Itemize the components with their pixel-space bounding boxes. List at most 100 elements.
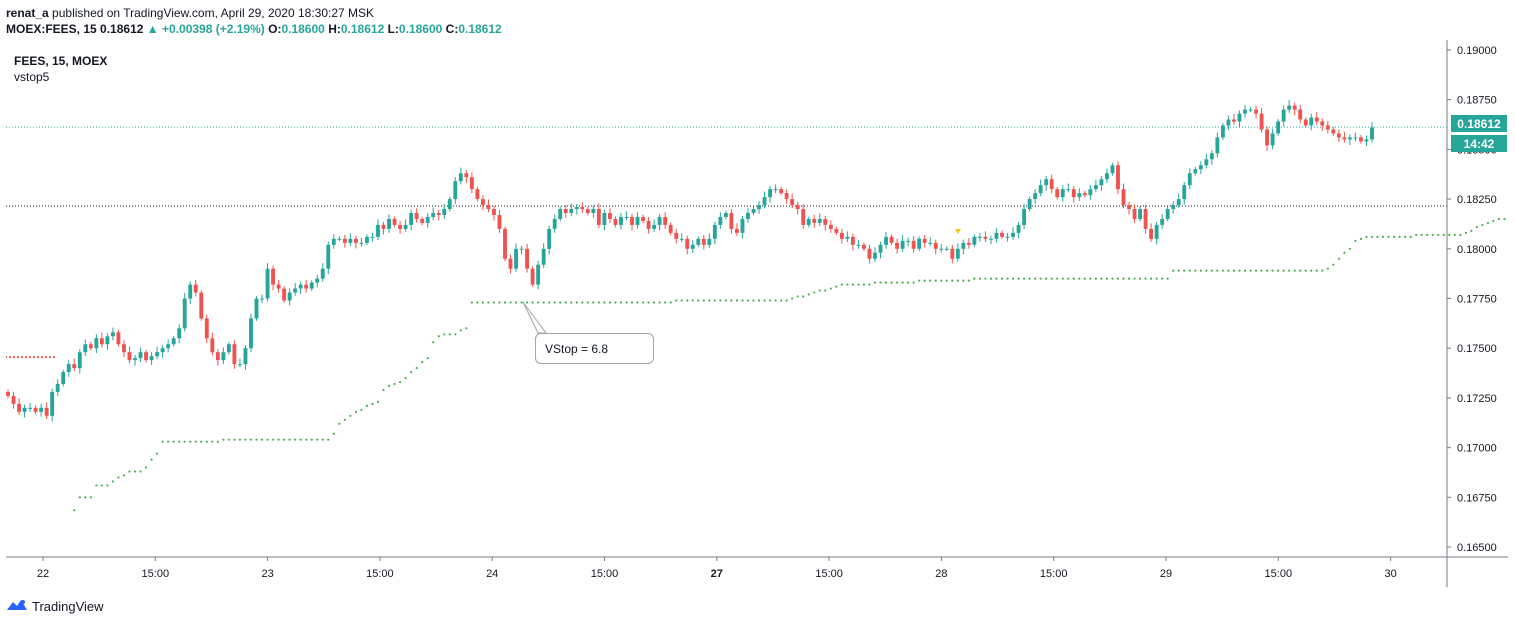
vstop-dot-up: [448, 333, 451, 336]
vstop-dot-up: [724, 299, 727, 302]
candle-body: [116, 332, 121, 345]
indicator-legend[interactable]: vstop5: [14, 70, 50, 84]
vstop-dot-down: [16, 356, 20, 359]
vstop-dot-up: [299, 438, 302, 441]
low-value: 0.18600: [398, 22, 443, 36]
vstop-dot-up: [244, 438, 247, 441]
candle-body: [1071, 189, 1076, 198]
candle-body: [977, 236, 982, 238]
candle-body: [928, 242, 933, 244]
vstop-dot-down: [36, 356, 40, 359]
vstop-dot-up: [608, 301, 612, 304]
candle-body: [1143, 209, 1148, 229]
vstop-dot-up: [310, 438, 313, 441]
candle-body: [878, 244, 883, 253]
close-label: C:: [445, 22, 459, 36]
candle-body: [458, 173, 463, 182]
candle-body: [845, 236, 850, 239]
open-label: O:: [268, 22, 282, 36]
vstop-dot-up: [106, 484, 109, 487]
candle-body: [1303, 119, 1308, 126]
candle-body: [1342, 137, 1347, 140]
vstop-dot-up: [1404, 235, 1407, 238]
vstop-dot-up: [730, 299, 733, 302]
vstop-dot-up: [1116, 277, 1120, 280]
vstop-dot-up: [542, 301, 545, 304]
vstop-dot-up: [1161, 277, 1164, 280]
vstop-dot-up: [741, 299, 744, 302]
candle-body: [707, 238, 712, 245]
candle-body: [983, 236, 988, 239]
vstop-dot-up: [1050, 277, 1053, 280]
candle-body: [873, 252, 877, 259]
candle-body: [469, 177, 474, 190]
candle-body: [55, 384, 60, 392]
candle-body: [326, 244, 331, 269]
vstop-dot-up: [586, 301, 589, 304]
vstop-dot-down: [52, 356, 56, 359]
candle-body: [342, 238, 347, 243]
vstop-dot-up: [1310, 269, 1313, 272]
candle-body: [1011, 232, 1015, 237]
vstop-dot-up: [636, 301, 639, 304]
candle-body: [757, 205, 761, 210]
vstop-dot-up: [873, 281, 877, 284]
vstop-dot-up: [1398, 235, 1401, 238]
vstop-dot-up: [426, 357, 429, 360]
signal-marker: [955, 229, 961, 234]
candle-body: [668, 224, 673, 233]
candle-body: [718, 216, 723, 225]
candle-body: [414, 212, 419, 219]
candle-body: [779, 189, 784, 194]
vstop-dot-up: [1409, 235, 1412, 238]
vstop-dot-up: [1061, 277, 1064, 280]
vstop-dot-up: [575, 301, 578, 304]
candle-body: [1187, 173, 1192, 186]
vstop-dot-up: [294, 438, 297, 441]
triangle-up-icon: ▲: [146, 22, 159, 36]
candle-body: [226, 344, 231, 353]
candle-body: [850, 236, 855, 245]
candle-body: [155, 352, 160, 357]
candle-body: [204, 318, 209, 339]
vstop-dot-up: [907, 281, 910, 284]
vstop-dot-up: [343, 418, 346, 421]
candle-body: [66, 364, 71, 373]
candle-body: [453, 181, 458, 200]
x-tick-label: 15:00: [366, 568, 394, 580]
last-price: 0.18612: [100, 22, 144, 36]
vstop-dot-up: [680, 299, 683, 302]
candle-body: [1154, 224, 1159, 239]
vstop-dot-up: [735, 299, 739, 302]
vstop-dot-up: [962, 279, 965, 282]
vstop-dot-down: [40, 356, 44, 359]
candle-body: [403, 224, 408, 229]
candle-body: [663, 216, 668, 225]
candle-body: [503, 228, 507, 259]
vstop-dot-up: [1227, 269, 1230, 272]
vstop-dot-up: [1243, 269, 1247, 272]
candle-body: [762, 197, 767, 206]
vstop-dot-up: [559, 301, 562, 304]
candle-body: [674, 232, 679, 239]
vstop-dot-up: [862, 283, 866, 286]
vstop-dot-up: [1138, 277, 1142, 280]
footer[interactable]: TradingView: [6, 596, 104, 616]
candle-body: [569, 209, 574, 213]
candle-body: [144, 352, 148, 361]
candle-body: [11, 395, 16, 404]
vstop-dot-up: [912, 281, 915, 284]
author[interactable]: renat_a: [6, 6, 49, 20]
vstop-dot-up: [1315, 269, 1318, 272]
price-chart[interactable]: 0.190000.187500.185000.182500.180000.177…: [6, 40, 1508, 587]
candle-body: [955, 248, 960, 259]
candle-body: [1359, 137, 1363, 142]
vstop-callout[interactable]: VStop = 6.8: [535, 333, 654, 364]
candle-body: [376, 224, 380, 237]
candle-body: [1364, 139, 1369, 142]
candle-body: [1138, 209, 1142, 219]
candle-body: [641, 216, 645, 221]
series-legend[interactable]: FEES, 15, MOEX: [14, 54, 108, 68]
vstop-dot-up: [746, 299, 750, 302]
candle-body: [1220, 125, 1225, 138]
